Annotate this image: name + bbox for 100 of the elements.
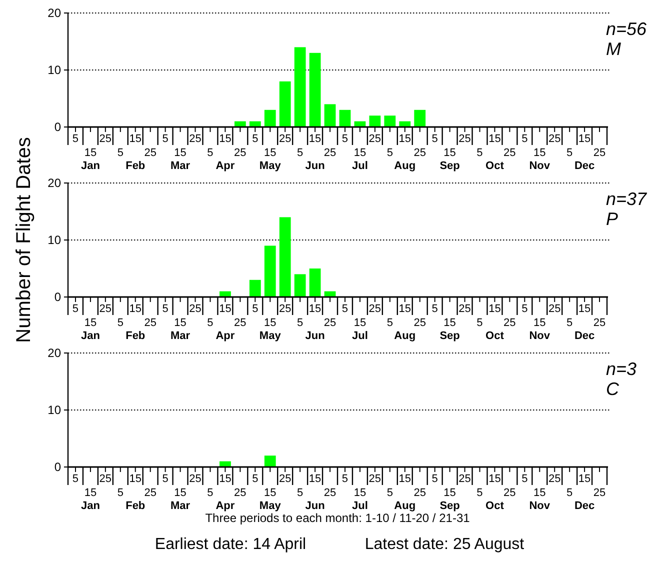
text: C — [606, 379, 620, 399]
x-tick-label: 25 — [368, 473, 382, 485]
x-tick-label: 25 — [548, 473, 561, 485]
y-axis-title: Number of Flight Dates — [13, 137, 35, 343]
x-tick-label: 15 May — [259, 317, 282, 342]
category-label: 15 Dec — [574, 473, 595, 512]
category-label: 15 Dec — [574, 133, 595, 172]
x-tick-label: 25 — [504, 487, 516, 499]
category-label: 15 Feb — [126, 303, 146, 342]
chart-title: n=56 — [606, 19, 648, 39]
x-tick-label: 25 — [144, 147, 156, 159]
x-tick-label: 25 — [324, 147, 336, 159]
x-tick-label: 25 — [278, 473, 292, 485]
x-tick-label: 15 Jan — [80, 487, 100, 512]
x-tick-label: 25 — [548, 133, 561, 145]
text: Latest date: 25 August — [364, 536, 525, 553]
x-tick-label: 5 — [522, 303, 528, 315]
category-label: 15 Dec — [574, 303, 595, 342]
bar — [279, 81, 291, 127]
category-label: 15 Apr — [216, 133, 235, 172]
y-tick-label: 10 — [48, 63, 62, 78]
x-tick-label: 5 — [117, 487, 124, 499]
x-tick-label: 5 — [297, 317, 304, 329]
x-tick-label: 15 Mar — [170, 317, 191, 342]
x-tick-label: 25 — [414, 317, 426, 329]
x-tick-label: 5 — [252, 473, 258, 485]
x-tick-label: 25 — [189, 303, 202, 315]
category-label: 15 Jun — [305, 473, 325, 512]
x-tick-label: 25 — [324, 317, 336, 329]
x-tick-label: 5 — [342, 303, 348, 315]
x-tick-label: 25 — [458, 133, 471, 145]
x-tick-label: 5 — [386, 317, 393, 329]
text: Earliest date: 14 April — [154, 536, 306, 553]
x-tick-label: 5 — [162, 303, 168, 315]
x-tick-label: 25 — [189, 133, 202, 145]
x-tick-label: 5 — [117, 317, 124, 329]
x-tick-label: 5 — [476, 317, 483, 329]
y-tick-label: 20 — [48, 176, 62, 190]
x-tick-label: 5 — [297, 487, 304, 499]
y-tick-label: 0 — [54, 120, 62, 134]
category-label: 15 Jun — [305, 133, 325, 172]
bar — [279, 217, 291, 297]
y-tick-label: 0 — [54, 460, 62, 474]
x-tick-label: 25 — [189, 473, 202, 485]
x-tick-label: 15 Mar — [170, 147, 191, 172]
bar — [309, 268, 321, 297]
bar — [324, 104, 336, 127]
x-tick-label: 5 — [297, 147, 304, 159]
x-tick-label: 5 — [432, 133, 438, 145]
y-tick-label: 20 — [48, 346, 62, 360]
category-label: 15 Oct — [486, 133, 504, 172]
y-tick-label: 0 — [54, 290, 62, 304]
x-tick-label: 15 Jan — [80, 317, 100, 342]
x-tick-label: 25 — [593, 317, 606, 329]
x-tick-label: 5 — [162, 473, 168, 485]
x-tick-label: 15 Sep — [440, 487, 460, 512]
y-tick-label: 20 — [48, 6, 62, 20]
x-tick-label: 5 — [386, 487, 393, 499]
x-tick-label: 5 — [207, 487, 214, 499]
x-tick-label: 25 — [144, 317, 156, 329]
text: M — [606, 39, 621, 59]
x-tick-label: 25 — [99, 303, 112, 315]
x-tick-label: 15 Nov — [529, 317, 551, 342]
x-tick-label: 5 — [476, 147, 483, 159]
category-label: 15 Jun — [305, 303, 325, 342]
x-tick-label: 25 — [414, 147, 426, 159]
x-tick-label: 5 — [566, 147, 573, 159]
y-tick-label: 10 — [48, 233, 62, 248]
x-tick-label: 25 — [278, 133, 292, 145]
x-tick-label: 15 Sep — [440, 317, 460, 342]
bar — [294, 47, 306, 127]
x-tick-label: 25 — [548, 303, 561, 315]
x-tick-label: 15 Mar — [170, 487, 191, 512]
x-tick-label: 25 — [234, 487, 246, 499]
category-label: 15 Oct — [486, 303, 504, 342]
y-tick-label: 10 — [48, 403, 62, 418]
x-tick-label: 5 — [252, 303, 258, 315]
x-tick-label: 5 — [342, 473, 348, 485]
x-tick-label: 5 — [566, 317, 573, 329]
bar — [309, 52, 321, 127]
bar — [264, 246, 276, 297]
x-tick-label: 15 Jul — [352, 317, 368, 342]
x-tick-label: 5 — [432, 303, 438, 315]
x-tick-label: 5 — [386, 147, 393, 159]
x-tick-label: 15 May — [259, 487, 282, 512]
x-tick-label: 5 — [72, 133, 79, 145]
text: P — [606, 209, 618, 229]
x-tick-label: 5 — [476, 487, 483, 499]
bar — [369, 116, 381, 127]
x-tick-label: 25 — [593, 147, 606, 159]
x-tick-label: 5 — [566, 487, 573, 499]
x-tick-label: 25 — [234, 147, 246, 159]
x-tick-label: 25 — [414, 487, 426, 499]
x-tick-label: 25 — [368, 133, 382, 145]
x-tick-label: 5 — [522, 473, 528, 485]
category-label: 15 Oct — [486, 473, 504, 512]
chart-title: n=3 — [606, 359, 637, 379]
x-tick-label: 25 — [504, 317, 516, 329]
x-tick-label: 5 — [432, 473, 438, 485]
x-tick-label: 5 — [342, 133, 348, 145]
